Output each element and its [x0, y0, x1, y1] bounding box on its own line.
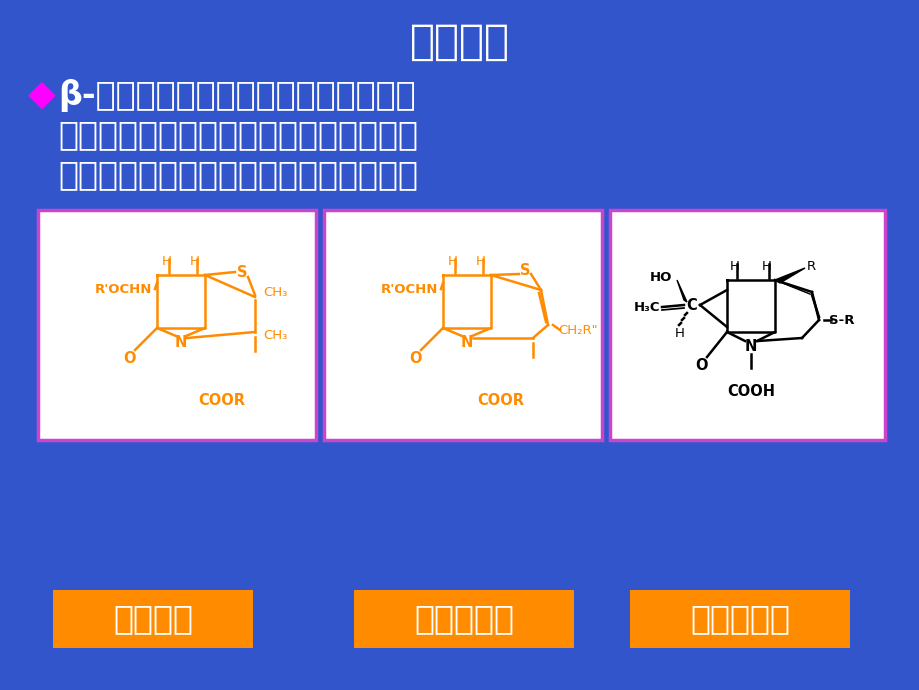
Text: 碳青霆烯类: 碳青霆烯类: [689, 602, 789, 635]
Text: S-R: S-R: [828, 313, 854, 326]
Bar: [630, 590, 849, 648]
Bar: [323, 210, 601, 440]
Text: COOR: COOR: [199, 393, 245, 408]
Text: COOR: COOR: [477, 393, 524, 408]
Text: H: H: [448, 255, 458, 268]
Text: 合六元氮化噌嚙环）及碳青霆烯类三类。: 合六元氮化噌嚙环）及碳青霆烯类三类。: [58, 159, 417, 192]
Text: N: N: [460, 335, 472, 350]
Text: β-内酰胺类药物按齺合环可分为青霆素: β-内酰胺类药物按齺合环可分为青霆素: [58, 79, 415, 112]
Text: S: S: [519, 262, 529, 277]
Text: （齺合五元氮化噌唑环）、头孢菌素（齺: （齺合五元氮化噌唑环）、头孢菌素（齺: [58, 119, 417, 152]
Bar: [38, 210, 315, 440]
Text: R: R: [806, 259, 815, 273]
Text: 结构分类: 结构分类: [410, 21, 509, 63]
Text: 头孢菌素类: 头孢菌素类: [414, 602, 514, 635]
Text: CH₃: CH₃: [263, 286, 287, 299]
Text: CH₃: CH₃: [263, 328, 287, 342]
Text: H: H: [162, 255, 172, 268]
Text: H: H: [475, 255, 485, 268]
Text: HO: HO: [649, 270, 671, 284]
Text: H: H: [190, 255, 199, 268]
Bar: [609, 210, 884, 440]
Polygon shape: [676, 280, 686, 302]
Text: R'OCHN: R'OCHN: [380, 282, 437, 295]
Text: C: C: [686, 297, 697, 313]
Text: H: H: [761, 259, 771, 273]
Text: H₃C: H₃C: [633, 301, 659, 313]
Bar: [354, 590, 573, 648]
Bar: [53, 590, 253, 648]
Text: N: N: [175, 335, 187, 350]
Text: O: O: [124, 351, 136, 366]
Text: ◆: ◆: [28, 78, 56, 112]
Text: O: O: [409, 351, 422, 366]
Text: S: S: [236, 264, 247, 279]
Text: H: H: [675, 326, 684, 339]
Polygon shape: [774, 268, 804, 283]
Text: R'OCHN: R'OCHN: [95, 282, 152, 295]
Text: COOH: COOH: [726, 384, 774, 399]
Text: H: H: [730, 259, 739, 273]
Text: O: O: [695, 357, 708, 373]
Text: N: N: [744, 339, 756, 353]
Text: CH₂R": CH₂R": [558, 324, 597, 337]
Text: 青霆素类: 青霆素类: [113, 602, 193, 635]
